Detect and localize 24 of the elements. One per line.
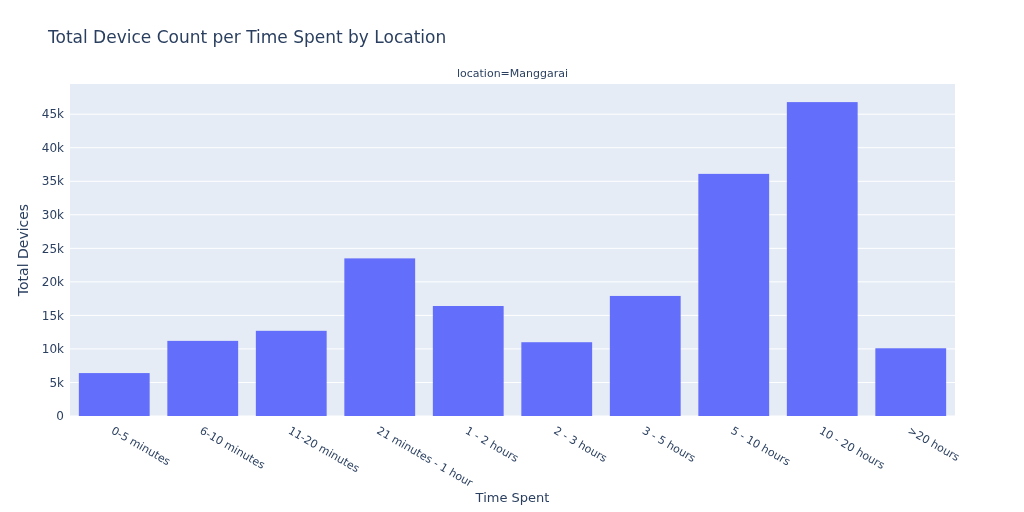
x-axis-title: Time Spent (474, 490, 550, 505)
bar (344, 258, 416, 416)
chart-title: Total Device Count per Time Spent by Location (47, 27, 447, 47)
y-tick-label: 20k (41, 275, 65, 290)
y-tick-label: 35k (41, 174, 65, 189)
y-tick-label: 40k (41, 140, 65, 155)
y-tick-label: 30k (41, 207, 65, 222)
text: location=Manggarai (456, 67, 569, 80)
bar (255, 330, 327, 416)
y-tick-label: 10k (41, 342, 65, 357)
y-tick-label: 45k (41, 107, 65, 122)
bar (167, 340, 239, 416)
y-axis-title: Total Devices (15, 203, 31, 298)
bar (78, 373, 150, 416)
bar (432, 306, 504, 416)
bar (521, 342, 593, 416)
y-tick-label: 0 (56, 409, 64, 424)
bar (875, 348, 947, 416)
y-tick-label: 25k (41, 241, 65, 256)
y-tick-label: 15k (41, 308, 65, 323)
bar (698, 173, 770, 416)
bar (609, 295, 681, 416)
bar (786, 102, 858, 416)
y-tick-label: 5k (49, 375, 65, 390)
